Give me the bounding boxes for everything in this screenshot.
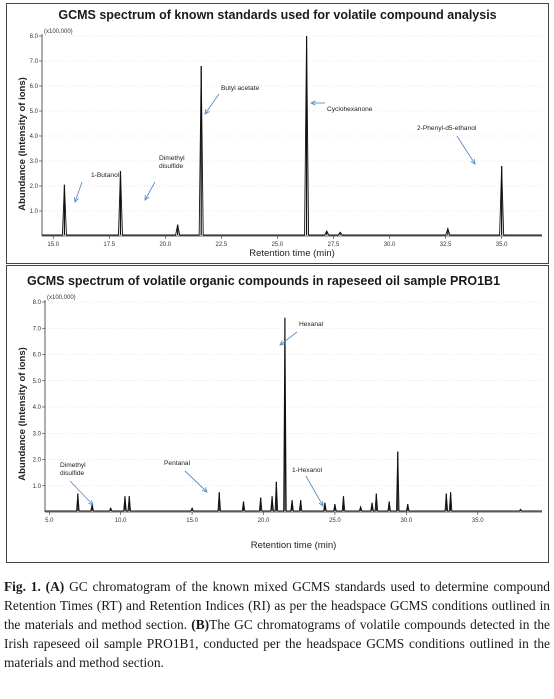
y-axis-label: Abundance (Intensity of ions) [17,77,28,211]
y-tick-label: 2.0 [33,458,42,464]
annotation-arrow [456,135,476,165]
x-tick-label: 25.0 [329,518,341,524]
x-tick-label: 15.0 [186,518,198,524]
y-tick-label: 3.0 [33,431,42,437]
x-tick-label: 30.0 [400,518,412,524]
figure-caption: Fig. 1. (A) GC chromatogram of the known… [4,577,550,672]
x-tick-label: 5.0 [45,518,54,524]
caption-b-label: (B) [191,617,210,632]
annotation-arrowhead [309,100,316,106]
chart-panel-b: GCMS spectrum of volatile organic compou… [6,265,549,563]
y-tick-label: 4.0 [30,134,39,140]
peak-annotation-label: 2-Phenyl-d5-ethanol [417,125,477,132]
annotation-arrow [69,480,94,506]
y-tick-label: 3.0 [30,159,39,165]
y-tick-label: 7.0 [33,326,42,332]
annotation-arrow [204,93,220,115]
y-tick-label: 4.0 [33,405,42,411]
annotation-arrowhead [144,194,150,201]
x-tick-label: 35.0 [472,518,484,524]
y-tick-label: 6.0 [33,353,42,359]
annotation-arrowhead [202,487,208,493]
peak-annotation-label: disulfide [159,163,184,170]
caption-a-label: (A) [45,579,65,594]
y-tick-label: 5.0 [33,379,42,385]
y-multiplier-label: (x100,000) [47,295,76,301]
y-tick-label: 5.0 [30,109,39,115]
x-tick-label: 15.0 [47,242,59,248]
x-tick-label: 20.0 [159,242,171,248]
annotation-arrow [184,470,208,493]
chromatogram-trace [42,35,542,236]
peak-annotation-label: Dimethyl [60,462,86,469]
peak-annotation-label: Cyclohexanone [327,106,373,113]
annotation-arrow [279,331,298,346]
x-tick-label: 10.0 [115,518,127,524]
chart-b-svg: 1.0 2.0 3.0 4.0 5.0 6.0 7.0 8.0 5.0 10.0 15.0 20.0 2… [17,295,542,551]
peak-annotation-label: Dimethyl [159,155,185,162]
annotation-arrowhead [279,340,285,346]
annotation-arrowhead [88,500,94,506]
x-tick-label: 22.5 [216,242,228,248]
y-tick-label: 7.0 [30,59,39,65]
chart-a-svg: 1.0 2.0 3.0 4.0 5.0 6.0 7.0 8.0 15.0 17.5 20.0 22.5… [17,29,542,259]
x-tick-label: 25.0 [272,242,284,248]
chromatogram-trace [45,317,542,512]
peak-annotation-label: disulfide [60,470,85,477]
caption-fig-label: Fig. 1. [4,579,41,594]
y-tick-label: 6.0 [30,84,39,90]
annotation-arrowhead [204,108,210,115]
y-tick-label: 8.0 [33,300,42,306]
y-axis-label: Abundance (Intensity of ions) [17,347,28,481]
peak-annotation-label: 1-Butanol [91,172,120,179]
x-axis-label: Retention time (min) [251,540,337,551]
annotation-arrowhead [470,158,476,165]
annotation-arrow [144,181,156,201]
annotation-arrowhead [318,500,324,507]
peak-annotation-label: Hexanal [299,321,324,328]
x-tick-label: 17.5 [103,242,115,248]
y-multiplier-label: (x100,000) [44,29,73,35]
annotation-arrow [305,475,324,507]
chart-a-title: GCMS spectrum of known standards used fo… [58,8,497,22]
peak-annotation-label: 1-Hexanol [292,467,323,474]
y-tick-label: 2.0 [30,184,39,190]
x-tick-label: 20.0 [258,518,270,524]
peak-annotation-label: Butyl acetate [221,85,259,92]
x-axis-label: Retention time (min) [249,248,335,259]
peak-annotation-label: Pentanal [164,460,191,467]
y-tick-label: 1.0 [30,209,39,215]
x-tick-label: 32.5 [440,242,452,248]
caption-b-text: The GC chromatograms of volatile compoun… [4,617,550,670]
x-tick-label: 35.0 [496,242,508,248]
chart-b-title: GCMS spectrum of volatile organic compou… [27,274,501,288]
annotation-arrow [74,181,83,203]
caption-a-text: GC chromatogram of the known mixed GCMS … [4,579,550,632]
annotation-arrowhead [73,196,79,203]
x-tick-label: 27.5 [328,242,340,248]
y-tick-label: 1.0 [33,484,42,490]
y-tick-label: 8.0 [30,34,39,40]
chart-panel-a: GCMS spectrum of known standards used fo… [6,3,549,264]
x-tick-label: 30.0 [384,242,396,248]
